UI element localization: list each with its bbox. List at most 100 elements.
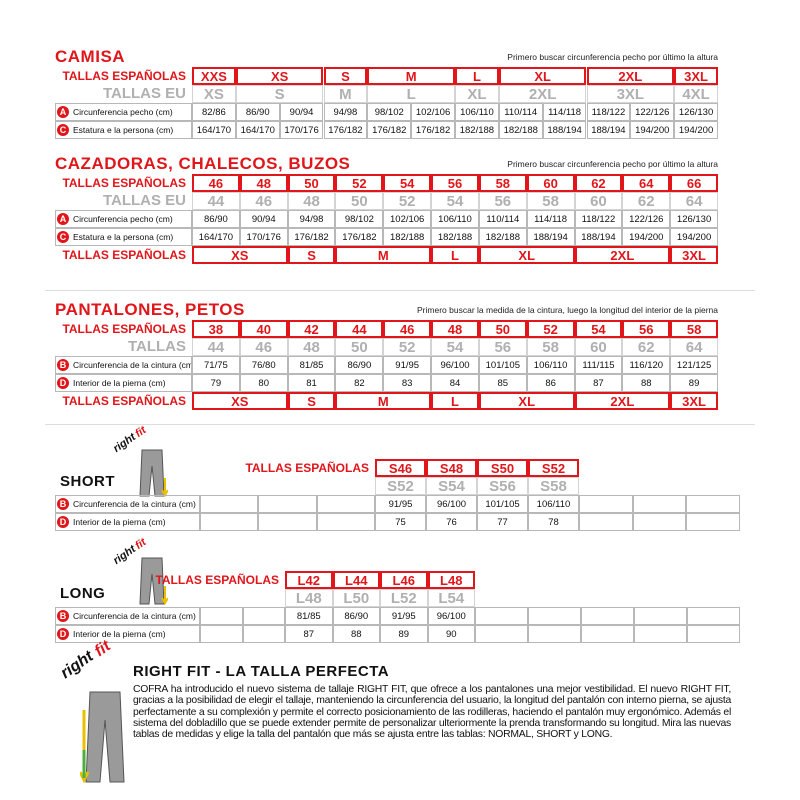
eu-size-cell: 54 [431,338,479,356]
size-cell: L46 [380,571,428,589]
value-cell: 85 [478,374,527,392]
row-label: Interior de la pierna (cm) [55,374,192,392]
value-cell: 90/94 [279,103,324,121]
empty-cell [579,513,633,531]
empty-cell [242,607,285,625]
size-cell: 42 [287,320,336,338]
logo-right: right [111,431,139,455]
value-cell: 176/182 [335,228,384,246]
table-title: LONG [60,585,106,602]
empty-cell [475,625,528,643]
value-cell: 114/118 [526,210,575,228]
value-cell: 88 [332,625,380,643]
eu-size-cell: L50 [332,589,380,607]
value-cell: 89 [670,374,718,392]
size-cell: 46 [192,174,240,192]
empty-cell [258,513,317,531]
eu-size-cell: XS [192,85,236,103]
empty-cell [200,607,243,625]
value-cell: 83 [383,374,432,392]
size-cell: XL [478,246,575,264]
row-label: TALLAS ESPAÑOLAS [155,573,279,587]
eu-size-cell: 56 [478,338,527,356]
value-cell: 86/90 [332,607,380,625]
value-cell: 76/80 [239,356,288,374]
eu-size-cell: 64 [670,338,718,356]
value-cell: 82/86 [192,103,236,121]
value-cell: 110/114 [478,210,527,228]
value-cell: 182/188 [498,121,543,139]
logo-right: right [57,647,97,683]
value-cell: 87 [285,625,333,643]
size-cell: S [287,246,336,264]
value-cell: 102/106 [383,210,432,228]
value-cell: 86/90 [235,103,280,121]
value-cell: 81 [287,374,336,392]
row-label: TALLAS EU [102,85,186,102]
empty-cell [579,495,633,513]
row-letter: A [57,106,69,118]
value-cell: 98/102 [367,103,412,121]
value-cell: 110/114 [498,103,543,121]
separator [45,290,755,291]
row-label: TALLAS ESPAÑOLAS [62,248,186,262]
value-cell: 164/170 [192,121,236,139]
value-cell: 188/194 [586,121,631,139]
row-letter: A [57,213,69,225]
eu-size-cell: 62 [622,338,671,356]
row-letter: C [57,124,69,136]
eu-size-cell: 3XL [586,85,675,103]
row-letter: B [57,498,69,510]
eu-size-cell: 52 [383,192,432,210]
value-cell: 101/105 [478,356,527,374]
empty-cell [687,625,740,643]
section-title: PANTALONES, PETOS [55,300,245,319]
size-cell: L [455,67,499,85]
row-label: TALLAS ESPAÑOLAS [245,461,369,475]
eu-size-cell: 46 [239,192,288,210]
size-cell: 60 [526,174,575,192]
value-cell: 91/95 [375,495,426,513]
row-label: Interior de la pierna (cm) [55,625,200,643]
empty-cell [634,607,687,625]
size-cell: 40 [239,320,288,338]
row-letter: C [57,231,69,243]
size-cell: 52 [335,174,384,192]
eu-size-cell: 44 [192,338,240,356]
size-cell: 38 [192,320,240,338]
value-cell: 126/130 [674,103,718,121]
size-cell: 48 [431,320,479,338]
eu-size-cell: L52 [380,589,428,607]
value-cell: 182/188 [478,228,527,246]
eu-size-cell: L48 [285,589,333,607]
eu-size-cell: 54 [431,192,479,210]
eu-size-cell: S52 [375,477,426,495]
size-cell: S46 [375,459,426,477]
row-letter: D [57,516,69,528]
eu-size-cell: 60 [574,192,623,210]
row-label: TALLAS ESPAÑOLAS [62,322,186,336]
eu-size-cell: 4XL [674,85,718,103]
value-cell: 176/182 [411,121,455,139]
value-cell: 188/194 [542,121,587,139]
separator [45,424,755,425]
value-cell: 188/194 [574,228,623,246]
value-cell: 81/85 [287,356,336,374]
value-cell: 86 [526,374,575,392]
empty-cell [528,625,581,643]
eu-size-cell: L [367,85,455,103]
value-cell: 170/176 [279,121,324,139]
eu-size-cell: L54 [427,589,475,607]
eu-size-cell: S54 [426,477,477,495]
value-cell: 96/100 [426,495,477,513]
row-label: TALLAS [127,338,186,355]
value-cell: 111/115 [574,356,623,374]
value-cell: 118/122 [574,210,623,228]
row-label: Circunferencia pecho (cm) [55,210,192,228]
size-cell: XS [235,67,324,85]
size-cell: S [287,392,336,410]
size-cell: 56 [431,174,479,192]
size-cell: 62 [574,174,623,192]
value-cell: 88 [622,374,671,392]
value-cell: 122/126 [622,210,671,228]
